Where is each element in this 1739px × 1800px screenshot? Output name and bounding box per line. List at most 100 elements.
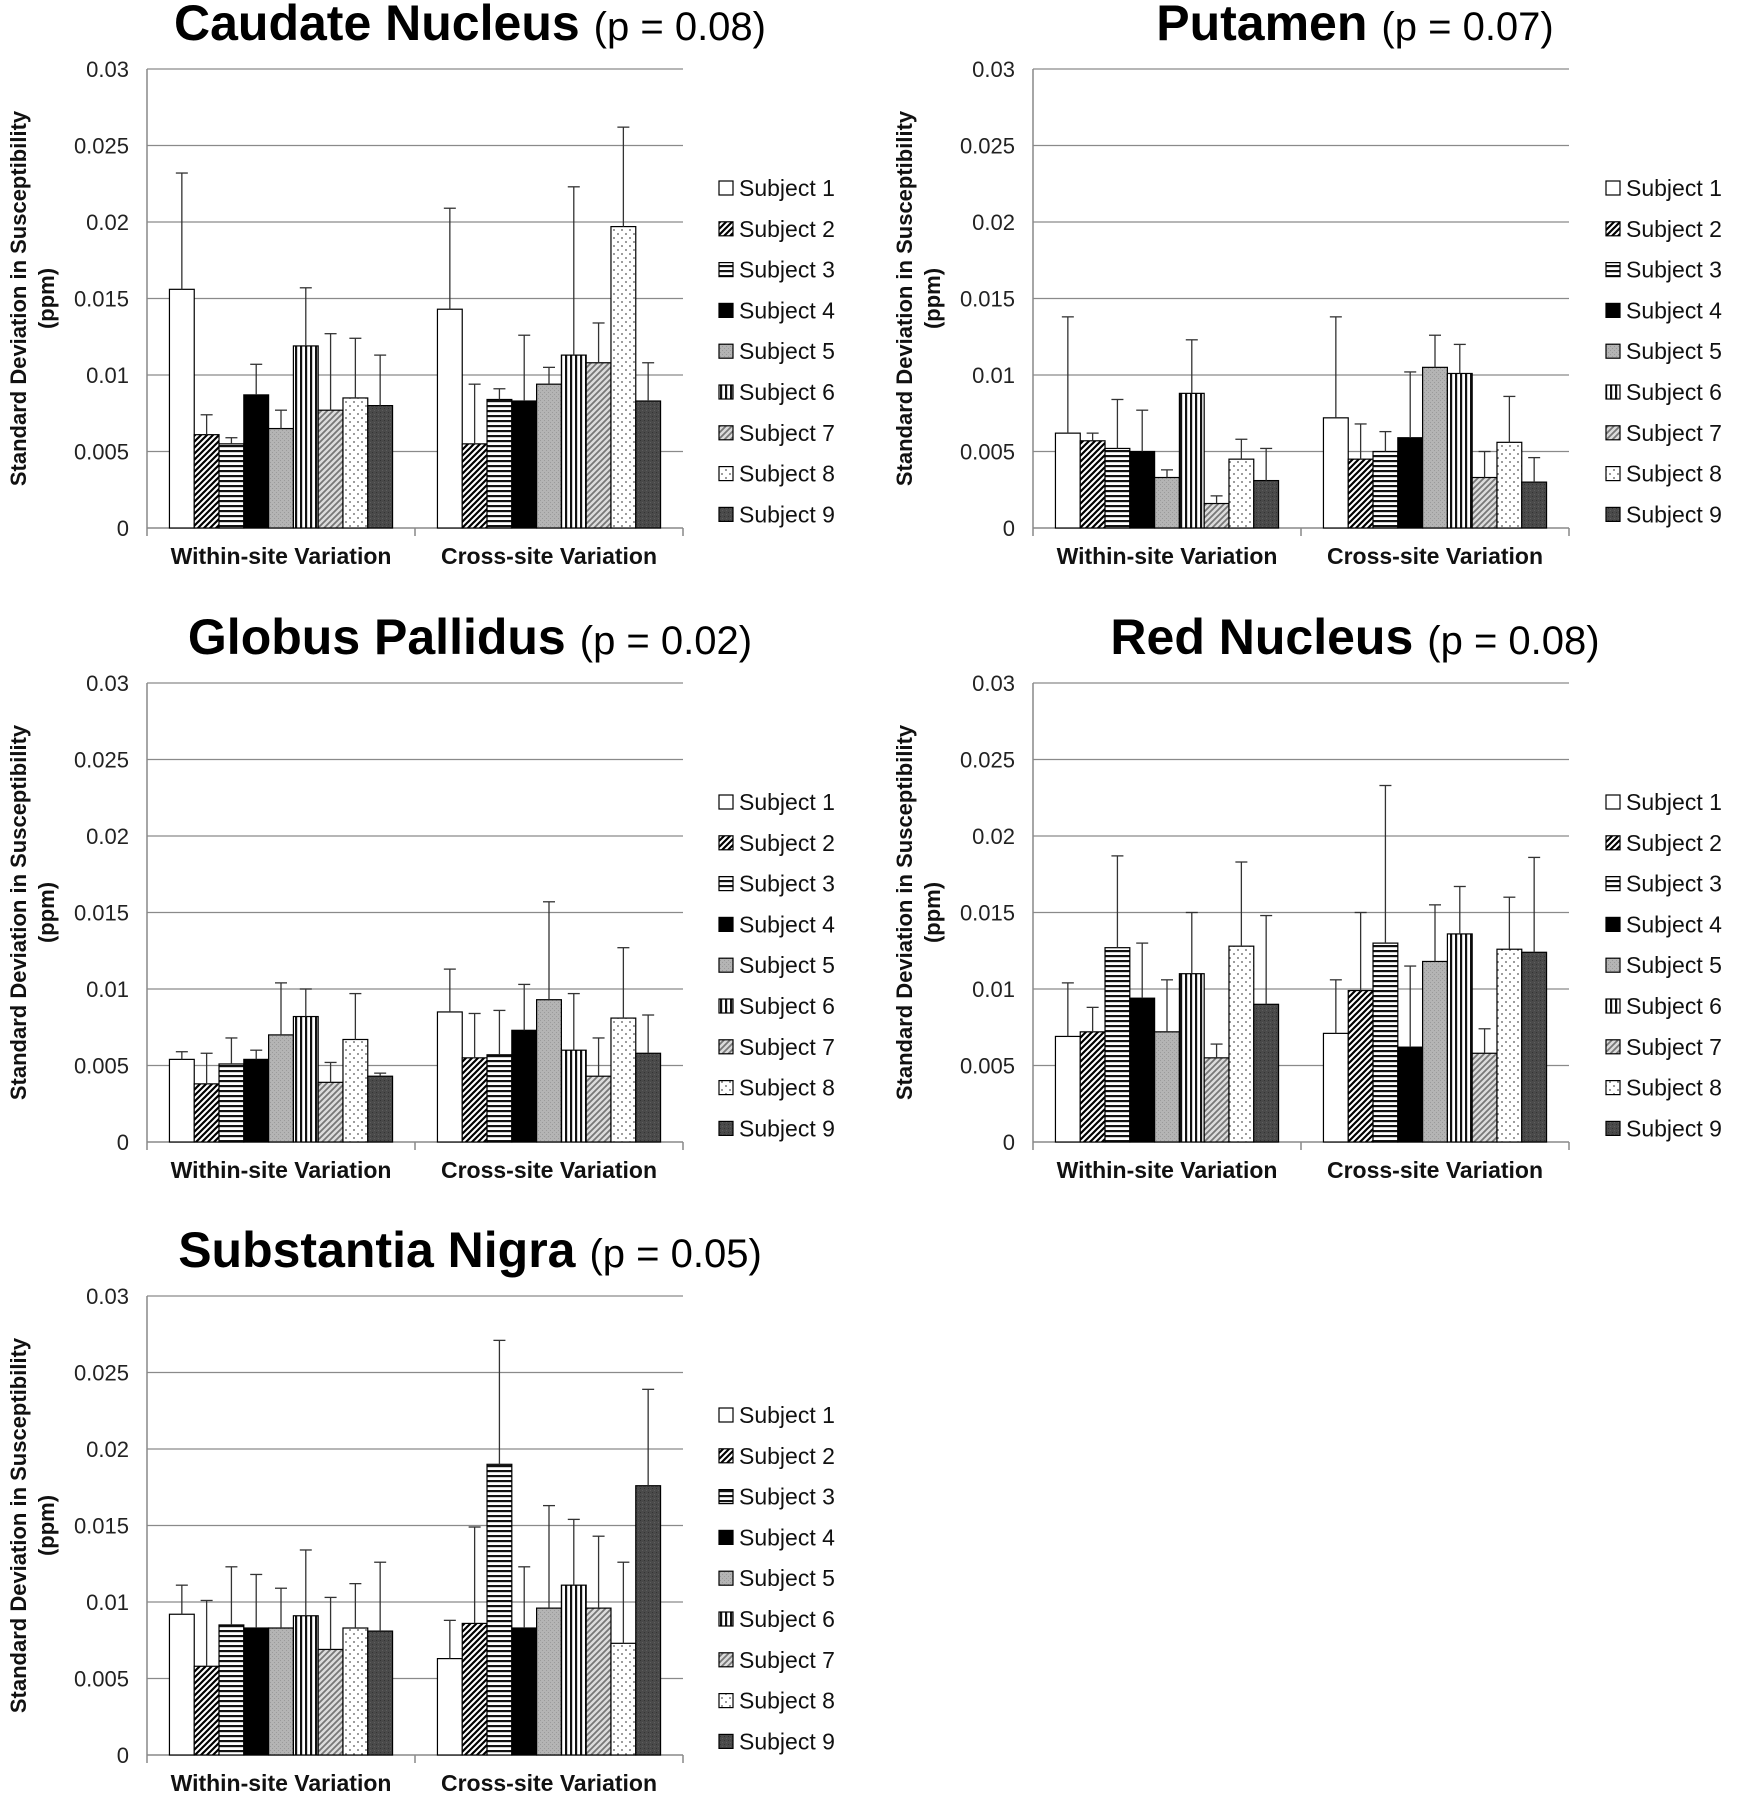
legend-label: Subject 6: [739, 993, 835, 1019]
bar: [560, 354, 587, 529]
legend-swatch: [1605, 302, 1621, 318]
y-tick-label: 0.03: [86, 1284, 129, 1309]
legend-swatch: [718, 384, 734, 400]
legend-label: Subject 4: [739, 1524, 835, 1550]
y-tick-label: 0.025: [960, 748, 1015, 773]
legend-swatch: [718, 1652, 734, 1668]
legend-label: Subject 4: [739, 297, 835, 323]
legend-swatch: [1605, 1120, 1621, 1137]
legend-swatch: [1605, 221, 1621, 237]
bar: [1471, 1052, 1498, 1143]
y-tick-label: 0.03: [86, 671, 129, 696]
bar: [610, 225, 637, 529]
bar: [1347, 989, 1374, 1143]
y-axis-label: (ppm): [34, 882, 59, 943]
legend-swatch: [1605, 466, 1621, 482]
y-tick-label: 0.01: [86, 363, 129, 388]
bar: [1104, 447, 1131, 529]
legend-label: Subject 4: [739, 911, 835, 937]
bar: [511, 1627, 538, 1756]
legend-swatch: [718, 1692, 734, 1709]
y-tick-label: 0.02: [972, 210, 1015, 235]
legend-label: Subject 3: [739, 871, 835, 897]
bar: [1521, 951, 1548, 1143]
legend-swatch: [718, 466, 734, 482]
y-axis-label: Standard Deviation in Susceptibility: [892, 724, 917, 1100]
legend-label: Subject 9: [1626, 501, 1722, 527]
y-tick-label: 0.005: [960, 440, 1015, 465]
y-tick-label: 0.025: [74, 134, 129, 159]
y-tick-label: 0.01: [972, 363, 1015, 388]
y-axis-label: Standard Deviation in Susceptibility: [6, 724, 31, 1100]
chart-title-main: Red Nucleus: [1110, 609, 1413, 665]
bar: [585, 362, 612, 529]
bar: [367, 405, 394, 529]
bar: [1054, 432, 1081, 529]
legend-swatch: [718, 1488, 734, 1505]
legend-label: Subject 7: [1626, 1034, 1722, 1060]
legend-swatch: [718, 180, 734, 196]
bar: [436, 1011, 463, 1143]
bar: [1397, 1046, 1424, 1143]
legend-label: Subject 6: [1626, 379, 1722, 405]
legend-swatch: [1605, 794, 1621, 810]
legend-swatch: [1605, 835, 1621, 851]
bar: [511, 400, 538, 529]
bar: [461, 443, 488, 529]
legend-swatch: [1605, 262, 1621, 278]
bar: [1521, 481, 1548, 529]
x-category-label: Within-site Variation: [171, 1770, 392, 1796]
chart-title: Substantia Nigra (p = 0.05): [178, 1222, 762, 1278]
y-tick-label: 0.005: [960, 1054, 1015, 1079]
chart-subtitle: (p = 0.05): [589, 1232, 761, 1276]
bar: [342, 1038, 369, 1143]
legend-swatch: [718, 221, 734, 237]
bar: [436, 1658, 463, 1756]
legend-swatch: [718, 1570, 734, 1586]
chart-panel: 0 0.005 0.01 0.015 0.02 0.025 0.03 Within-site …: [892, 609, 1722, 1183]
legend-label: Subject 4: [1626, 911, 1722, 937]
bar: [1178, 973, 1205, 1143]
chart-title: Putamen (p = 0.07): [1156, 0, 1554, 51]
chart-subtitle: (p = 0.02): [580, 619, 752, 663]
legend-label: Subject 2: [1626, 830, 1722, 856]
legend-swatch: [1605, 384, 1621, 400]
bar: [367, 1630, 394, 1756]
legend-swatch: [718, 506, 734, 522]
bar: [610, 1017, 637, 1143]
legend-swatch: [1605, 916, 1621, 933]
bar: [1372, 942, 1399, 1143]
legend-swatch: [718, 425, 734, 441]
y-tick-label: 0: [117, 1130, 129, 1155]
y-axis-label: Standard Deviation in Susceptibility: [892, 110, 917, 486]
x-category-label: Within-site Variation: [171, 543, 392, 569]
y-tick-label: 0.03: [972, 671, 1015, 696]
bar: [317, 1081, 344, 1143]
y-axis-label: Standard Deviation in Susceptibility: [6, 1337, 31, 1713]
bar: [461, 1057, 488, 1143]
y-tick-label: 0.02: [86, 824, 129, 849]
x-category-label: Cross-site Variation: [1327, 543, 1543, 569]
y-axis-label: (ppm): [920, 268, 945, 329]
chart-title: Red Nucleus (p = 0.08): [1110, 609, 1599, 665]
legend-label: Subject 1: [739, 789, 835, 815]
legend-label: Subject 3: [1626, 871, 1722, 897]
legend-swatch: [718, 343, 734, 359]
bar: [268, 1034, 294, 1143]
legend-label: Subject 8: [1626, 461, 1722, 487]
bar: [1079, 440, 1106, 529]
legend-swatch: [1605, 425, 1621, 441]
bar: [1496, 441, 1523, 529]
bar: [218, 1624, 245, 1756]
legend-label: Subject 2: [739, 216, 835, 242]
bar: [1154, 476, 1180, 529]
bar: [610, 1642, 637, 1756]
bar: [635, 1052, 662, 1143]
bar: [1446, 933, 1473, 1143]
bar: [243, 1627, 270, 1756]
legend-swatch: [1605, 957, 1621, 973]
bar: [1079, 1031, 1106, 1143]
bar: [367, 1075, 394, 1143]
chart-panel: 0 0.005 0.01 0.015 0.02 0.025 0.03 Within-site …: [6, 609, 835, 1183]
chart-title: Globus Pallidus (p = 0.02): [188, 609, 752, 665]
